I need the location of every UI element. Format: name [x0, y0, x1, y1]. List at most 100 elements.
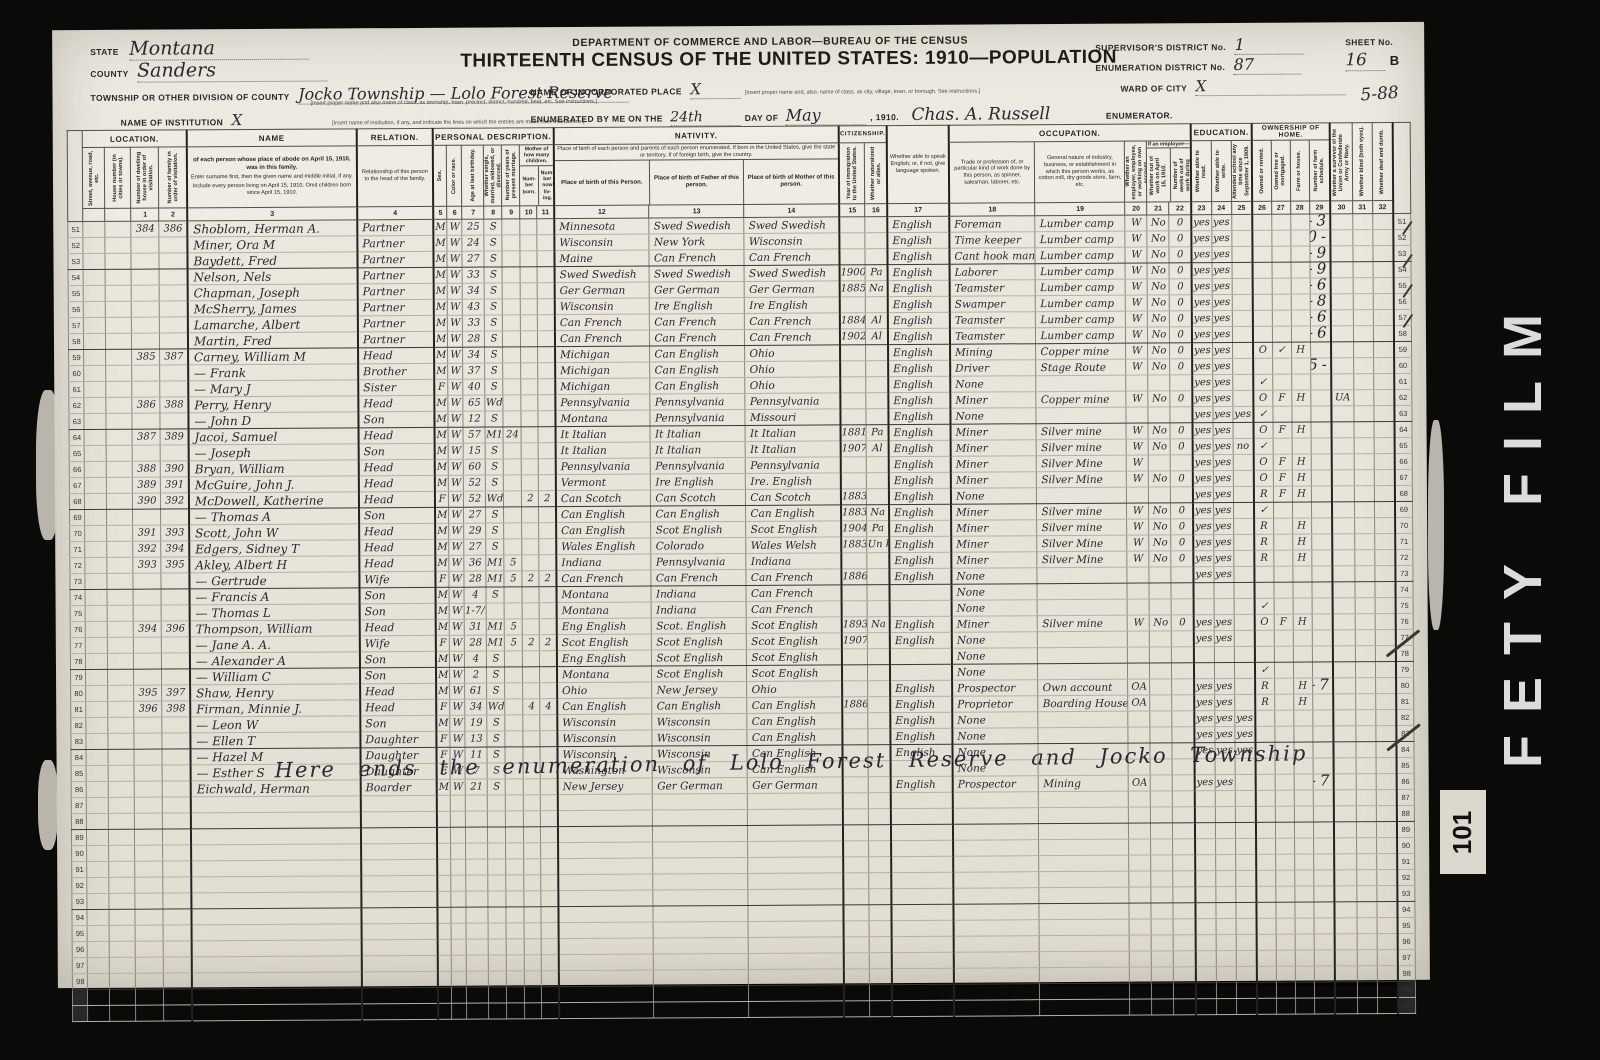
cell-mar: S	[484, 218, 503, 236]
cell-c29	[1311, 533, 1333, 551]
cell-wk	[1172, 726, 1195, 743]
cell-c30	[1333, 789, 1356, 806]
cell-fam	[163, 940, 192, 958]
cell-street	[86, 829, 110, 846]
row-number-right: 75	[1395, 597, 1413, 614]
cell-sex: F	[434, 379, 449, 396]
cell-rel: Partner	[357, 299, 434, 316]
cell-imm	[840, 456, 867, 473]
cell-rd	[1194, 662, 1215, 679]
cell-c31	[1353, 357, 1374, 374]
cell-ow	[1151, 854, 1174, 872]
cell-name: Eichwald, Herman	[190, 779, 361, 797]
cell-rel: Son	[359, 603, 436, 620]
cell-c29: 6-9 0-0	[1309, 245, 1331, 263]
cell-c26: R	[1255, 678, 1275, 695]
cell-c27	[1273, 630, 1293, 647]
cell-age	[465, 843, 489, 860]
cell-cb	[520, 234, 538, 251]
cell-c29	[1311, 517, 1333, 535]
cell-sex	[436, 811, 451, 828]
row-number-right: 67	[1394, 469, 1412, 486]
row-number-right: 58	[1393, 325, 1412, 342]
cell-color: W	[447, 219, 463, 236]
col-free-mortgaged-header: Owned free or mortgaged.	[1270, 140, 1291, 202]
enum-month-value: May	[785, 105, 866, 126]
cell-mar: S	[484, 250, 503, 268]
col-trade-header: Trade or profession of, or particular ki…	[948, 141, 1036, 204]
cell-dw	[131, 333, 160, 350]
row-number-right: 100	[1398, 997, 1416, 1014]
cell-c29	[1310, 437, 1332, 455]
cell-yrs	[505, 842, 525, 859]
cell-pf: Scot English	[651, 521, 747, 539]
ward-label: WARD OF CITY	[1120, 83, 1188, 94]
cell-c31	[1354, 581, 1375, 598]
cell-c30	[1333, 661, 1356, 678]
cell-nat	[869, 888, 892, 905]
cell-street	[87, 941, 110, 958]
film-border-bottom	[0, 986, 1600, 1060]
cell-mar	[488, 986, 507, 1004]
cell-c29	[1310, 485, 1333, 503]
cell-sex	[437, 875, 452, 892]
cell-pob	[558, 922, 654, 939]
cell-wr	[1215, 918, 1236, 935]
cell-dw	[132, 381, 161, 398]
cell-c28	[1293, 662, 1313, 679]
column-number: 9	[502, 205, 521, 219]
cell-cl	[537, 218, 555, 235]
cell-pf: Wisconsin	[652, 729, 748, 747]
cell-eng: English	[888, 424, 951, 441]
cell-cl	[538, 458, 556, 475]
cell-ind	[1038, 711, 1129, 728]
cell-yrs	[505, 778, 524, 795]
cell-color	[451, 859, 467, 876]
cell-imm	[843, 936, 870, 953]
cell-ow	[1149, 646, 1172, 664]
cell-c32	[1376, 949, 1398, 966]
cell-name: — Mary J	[188, 379, 359, 397]
column-number: 19	[1035, 202, 1126, 216]
cell-sch: yes	[1234, 726, 1256, 743]
row-number-right: 76	[1395, 613, 1413, 630]
cell-c32	[1374, 565, 1396, 582]
cell-rd: yes	[1192, 486, 1214, 503]
cell-sex: M	[434, 427, 449, 444]
cell-cb	[520, 298, 538, 315]
cell-pf	[653, 873, 749, 891]
cell-rel: Head	[357, 347, 435, 364]
cell-street	[83, 221, 106, 238]
cell-occ: None	[951, 583, 1038, 601]
cell-house	[108, 749, 135, 766]
cell-color: W	[450, 683, 466, 700]
cell-ow: No	[1147, 214, 1170, 232]
cell-dw: 384	[131, 221, 160, 238]
cell-ind: Stage Route	[1036, 359, 1127, 376]
cell-cb	[521, 474, 539, 491]
cell-wr	[1215, 934, 1236, 951]
cell-wr	[1215, 870, 1236, 887]
cell-pf: Scot. English	[651, 617, 747, 635]
cell-name: Baydett, Fred	[187, 251, 358, 269]
cell-sex: M	[435, 523, 450, 540]
cell-color: W	[449, 555, 465, 572]
cell-yrs	[505, 682, 524, 699]
cell-c32	[1373, 453, 1395, 470]
cell-fam: 388	[160, 396, 189, 414]
cell-emp: W	[1125, 343, 1149, 360]
cell-emp	[1128, 807, 1151, 824]
col-industry-header: General nature of industry, business, or…	[1034, 141, 1126, 203]
cell-ow	[1151, 838, 1174, 856]
cell-nat	[868, 680, 891, 697]
col-nativity-header: Place of birth of each person and parent…	[553, 142, 840, 206]
cell-nat	[866, 392, 889, 409]
cell-c28	[1292, 566, 1312, 583]
cell-color: W	[447, 299, 463, 316]
cell-emp	[1129, 871, 1152, 888]
cell-wr	[1215, 886, 1236, 903]
cell-pob: Can French	[554, 314, 650, 331]
cell-sex	[437, 939, 452, 956]
cell-c32	[1372, 261, 1394, 278]
cell-ow	[1151, 934, 1174, 951]
